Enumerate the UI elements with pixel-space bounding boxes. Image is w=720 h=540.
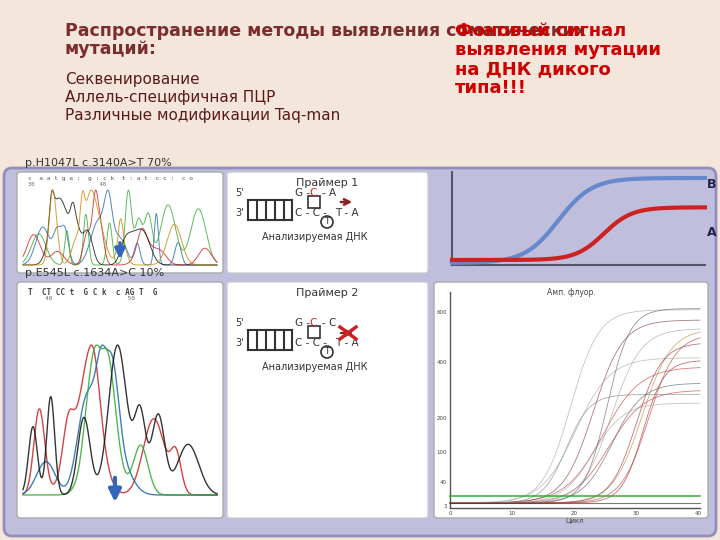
Text: G -: G - — [295, 318, 310, 328]
Text: р.Е545L с.1634А>C 10%: р.Е545L с.1634А>C 10% — [25, 268, 164, 278]
Text: 3': 3' — [235, 338, 244, 348]
Text: 30: 30 — [632, 511, 639, 516]
Text: 0: 0 — [449, 511, 451, 516]
Text: 3: 3 — [444, 503, 447, 509]
Text: р.Н1047L с.3140А>T 70%: р.Н1047L с.3140А>T 70% — [25, 158, 172, 168]
Text: Цикл: Цикл — [566, 518, 585, 524]
FancyBboxPatch shape — [434, 282, 708, 518]
Text: C: C — [310, 188, 318, 198]
Circle shape — [321, 346, 333, 358]
Text: выявления мутации: выявления мутации — [455, 41, 661, 59]
Text: 3': 3' — [235, 208, 244, 218]
FancyBboxPatch shape — [4, 168, 716, 536]
FancyBboxPatch shape — [227, 282, 428, 518]
Text: - A: - A — [322, 188, 336, 198]
Text: C - C -: C - C - — [295, 208, 327, 218]
Text: 10: 10 — [508, 511, 516, 516]
Text: мутаций:: мутаций: — [65, 40, 157, 58]
Text: 400: 400 — [436, 361, 447, 366]
FancyBboxPatch shape — [17, 172, 223, 273]
Text: 30                    40: 30 40 — [28, 182, 106, 187]
Text: T  CT CC t  G C k  c AG T  G: T CT CC t G C k c AG T G — [28, 288, 158, 297]
Text: T - A: T - A — [335, 338, 359, 348]
Text: 40: 40 — [440, 481, 447, 485]
Text: 5': 5' — [235, 188, 244, 198]
Text: Анализируемая ДНК: Анализируемая ДНК — [262, 362, 368, 372]
Text: Фоновый сигнал: Фоновый сигнал — [455, 22, 626, 40]
FancyBboxPatch shape — [307, 326, 320, 338]
Text: Амп. флуор.: Амп. флуор. — [546, 288, 595, 297]
Text: Аллель-специфичная ПЦР: Аллель-специфичная ПЦР — [65, 90, 275, 105]
Text: Распространение методы выявления соматических: Распространение методы выявления соматич… — [65, 22, 586, 40]
FancyBboxPatch shape — [17, 282, 223, 518]
Text: 200: 200 — [436, 415, 447, 421]
Text: T: T — [324, 218, 330, 226]
Text: C: C — [310, 318, 318, 328]
Text: 5': 5' — [235, 318, 244, 328]
Text: 600: 600 — [436, 310, 447, 315]
Circle shape — [321, 216, 333, 228]
Text: C - C -: C - C - — [295, 338, 327, 348]
Text: G -: G - — [295, 188, 310, 198]
FancyBboxPatch shape — [227, 172, 428, 273]
Text: A: A — [707, 226, 716, 239]
Text: c  a a t g a :  g : c k  t : a t  c c :  c o: c a a t g a : g : c k t : a t c c : c o — [28, 176, 193, 181]
Text: 40                    50: 40 50 — [45, 296, 135, 301]
Text: Праймер 2: Праймер 2 — [296, 288, 358, 298]
Text: T: T — [324, 348, 330, 356]
Text: на ДНК дикого: на ДНК дикого — [455, 60, 611, 78]
Text: 100: 100 — [436, 450, 447, 456]
Text: - C: - C — [322, 318, 336, 328]
Text: Секвенирование: Секвенирование — [65, 72, 199, 87]
Text: B: B — [707, 178, 716, 191]
FancyBboxPatch shape — [307, 195, 320, 207]
Text: Праймер 1: Праймер 1 — [296, 178, 358, 188]
Text: 40: 40 — [695, 511, 701, 516]
Text: T - A: T - A — [335, 208, 359, 218]
Text: Различные модификации Taq-man: Различные модификации Taq-man — [65, 108, 341, 123]
Text: Анализируемая ДНК: Анализируемая ДНК — [262, 232, 368, 242]
Text: 20: 20 — [570, 511, 577, 516]
Text: типа!!!: типа!!! — [455, 79, 527, 97]
